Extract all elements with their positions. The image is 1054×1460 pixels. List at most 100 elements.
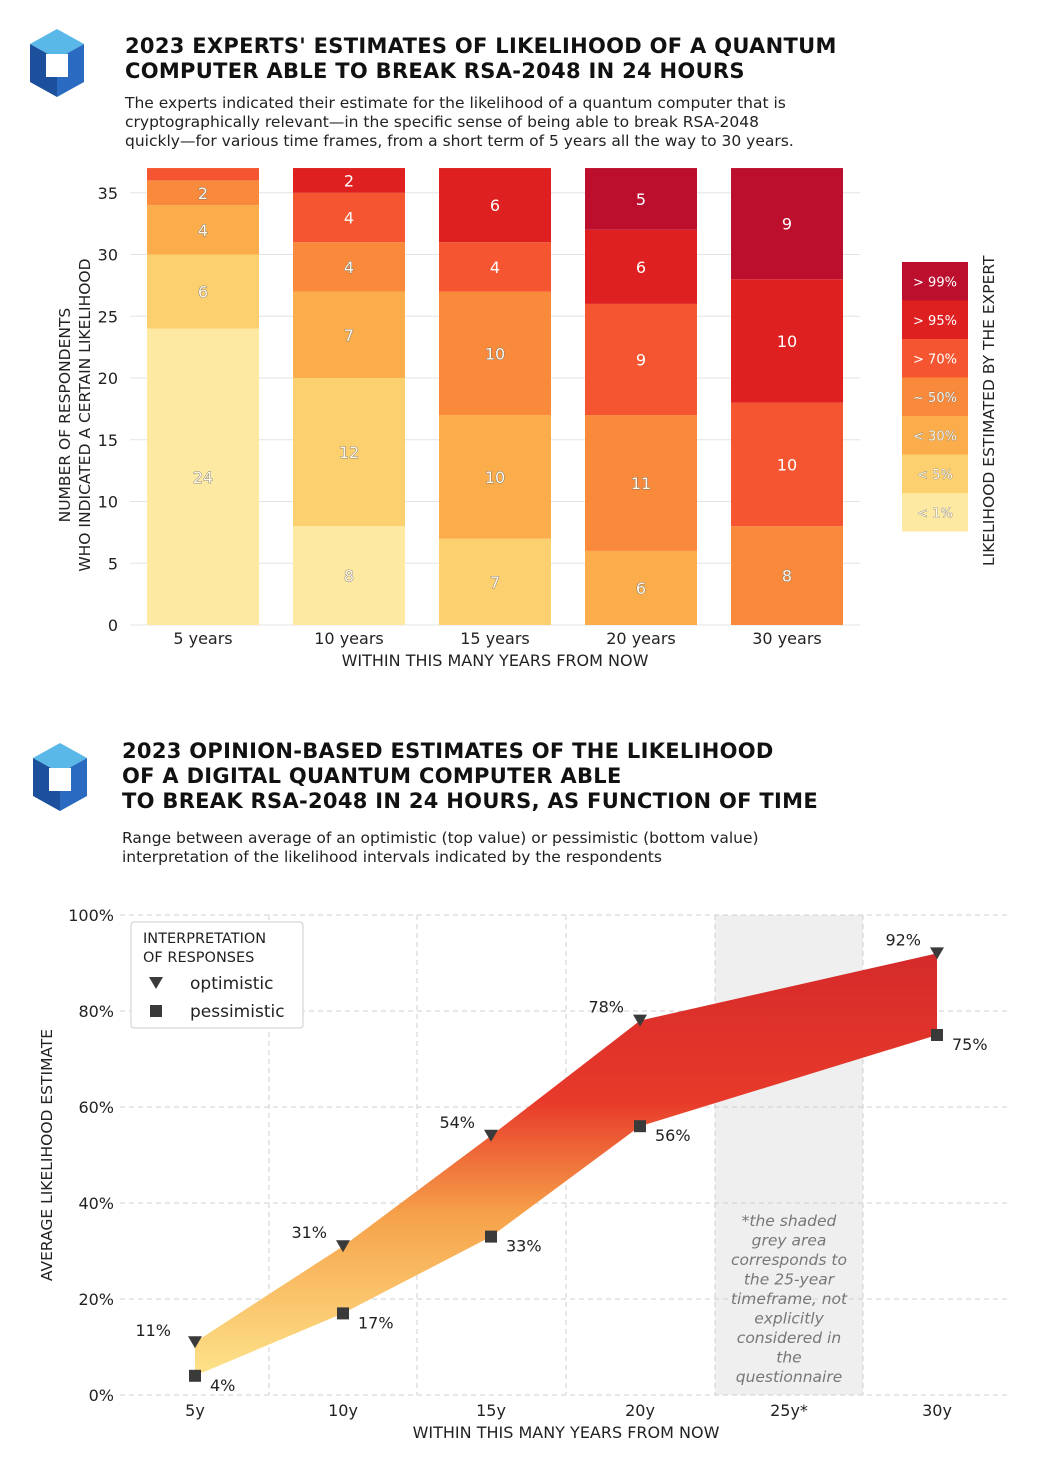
chart-title: 2023 OPINION-BASED ESTIMATES OF THE LIKE… xyxy=(122,739,819,813)
data-label: 10 xyxy=(485,468,505,487)
data-label: 4% xyxy=(210,1376,235,1395)
annotation-text: questionnaire xyxy=(736,1368,843,1386)
legend-title: INTERPRETATION xyxy=(143,931,266,947)
y-tick-label: 20% xyxy=(78,1290,114,1309)
legend-entry: > 70% xyxy=(913,352,957,367)
likelihood-band xyxy=(195,953,937,1376)
data-label: 24 xyxy=(193,468,213,487)
chart-subtitle: The experts indicated their estimate for… xyxy=(125,94,794,150)
data-label: 33% xyxy=(506,1237,542,1256)
bar-segment xyxy=(293,242,405,292)
x-tick-label: 30y xyxy=(922,1401,952,1420)
bar-segment xyxy=(147,180,259,206)
legend-entry: > 95% xyxy=(913,314,957,329)
annotation-text: considered in xyxy=(737,1329,841,1347)
pessimistic-marker xyxy=(485,1230,497,1243)
data-label: 78% xyxy=(588,998,624,1017)
legend-swatch xyxy=(902,493,968,532)
x-tick-label: 30 years xyxy=(752,629,821,648)
bar-segment xyxy=(293,192,405,243)
legend-swatch xyxy=(902,262,968,301)
optimistic-marker xyxy=(336,1240,350,1253)
x-tick-label: 20y xyxy=(625,1401,655,1420)
x-tick-label: 15y xyxy=(476,1401,506,1420)
data-label: 56% xyxy=(655,1126,691,1145)
y-tick-label: 10 xyxy=(98,493,118,512)
annotation-text: the xyxy=(776,1349,801,1367)
data-label: 12 xyxy=(339,443,359,462)
annotation-text: explicitly xyxy=(754,1310,824,1328)
legend-entry: < 1% xyxy=(917,506,953,521)
optimistic-marker xyxy=(930,947,944,960)
data-label: 7 xyxy=(490,573,500,592)
data-label: 11% xyxy=(135,1321,171,1340)
y-tick-label: 60% xyxy=(78,1098,114,1117)
bar-segment xyxy=(731,168,843,280)
legend-swatch xyxy=(902,454,968,493)
bar-segment xyxy=(439,538,551,625)
bar-segment xyxy=(293,378,405,527)
data-label: 11 xyxy=(631,474,651,493)
y-tick-label: 35 xyxy=(98,184,118,203)
bar-segment xyxy=(731,279,843,403)
x-tick-label: 5y xyxy=(185,1401,205,1420)
data-label: 6 xyxy=(636,258,646,277)
annotation-text: grey area xyxy=(752,1232,827,1250)
legend-swatch xyxy=(902,416,968,455)
data-label: 10 xyxy=(777,332,797,351)
logo-icon xyxy=(30,29,84,97)
x-tick-label: 15 years xyxy=(460,629,529,648)
bar-segment xyxy=(585,415,697,551)
bar-segment xyxy=(293,291,405,378)
bar-segment xyxy=(731,526,843,625)
legend-optimistic-marker xyxy=(149,977,163,989)
y-tick-label: 20 xyxy=(98,369,118,388)
bar-segment xyxy=(585,168,697,230)
y-axis-label: NUMBER OF RESPONDENTS WHO INDICATED A CER… xyxy=(56,258,94,571)
chart-title: 2023 EXPERTS' ESTIMATES OF LIKELIHOOD OF… xyxy=(125,34,837,83)
y-tick-label: 100% xyxy=(68,906,114,925)
y-tick-label: 25 xyxy=(98,307,118,326)
bar-segment xyxy=(439,291,551,416)
x-axis-label: WITHIN THIS MANY YEARS FROM NOW xyxy=(342,651,649,670)
legend-entry: pessimistic xyxy=(190,1002,285,1022)
y-tick-label: 5 xyxy=(108,554,118,573)
data-label: 10 xyxy=(485,344,505,363)
bar-segment xyxy=(731,402,843,527)
data-label: 4 xyxy=(344,258,354,277)
bar-segment xyxy=(585,550,697,625)
y-axis-label-line: WHO INDICATED A CERTAIN LIKELIHOOD xyxy=(76,258,94,571)
data-label: 31% xyxy=(291,1223,327,1242)
pessimistic-marker xyxy=(931,1029,943,1041)
data-label: 9 xyxy=(636,350,646,369)
bar-segment xyxy=(439,168,551,243)
optimistic-marker xyxy=(633,1014,647,1027)
x-tick-label: 10 years xyxy=(314,629,383,648)
x-tick-label: 10y xyxy=(328,1401,358,1420)
bar-segment xyxy=(147,328,259,625)
optimistic-marker xyxy=(484,1129,498,1142)
legend-swatch xyxy=(902,339,968,378)
data-label: 92% xyxy=(885,930,921,949)
legend-pessimistic-marker xyxy=(150,1005,162,1017)
y-axis-label-line: NUMBER OF RESPONDENTS xyxy=(56,308,74,523)
legend-swatch xyxy=(902,300,968,339)
bar-segment xyxy=(147,254,259,329)
data-label: 75% xyxy=(952,1035,988,1054)
pessimistic-marker xyxy=(634,1120,646,1133)
data-label: 6 xyxy=(636,579,646,598)
data-label: 17% xyxy=(358,1313,394,1332)
annotation-text: timeframe, not xyxy=(731,1290,848,1308)
legend-box xyxy=(130,921,304,1029)
y-tick-label: 0% xyxy=(89,1386,114,1405)
legend-entry: optimistic xyxy=(190,974,273,994)
bar-segment xyxy=(147,205,259,255)
legend-entry: < 30% xyxy=(913,429,957,444)
pessimistic-marker xyxy=(337,1307,349,1320)
pessimistic-marker xyxy=(189,1369,201,1382)
annotation-text: the 25-year xyxy=(744,1271,836,1289)
y-tick-label: 80% xyxy=(78,1002,114,1021)
data-label: 5 xyxy=(636,190,646,209)
bar-segment xyxy=(293,526,405,625)
